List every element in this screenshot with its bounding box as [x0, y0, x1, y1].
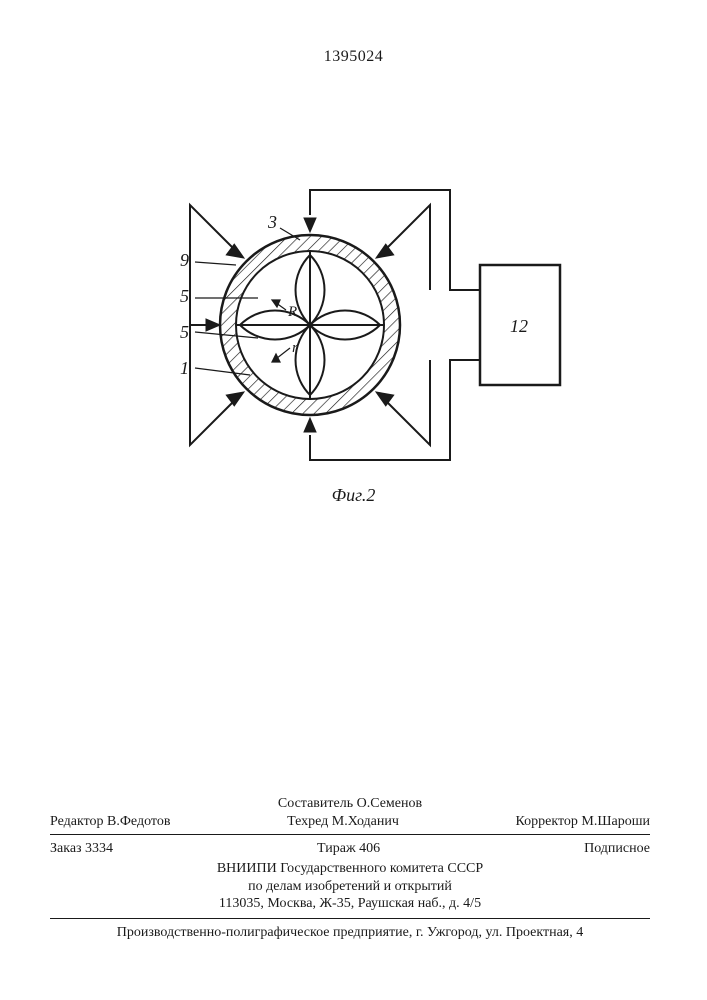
label-r: r — [292, 340, 298, 356]
label-5b: 5 — [180, 322, 189, 342]
compiler: Составитель О.Семенов — [50, 795, 650, 813]
address1: 113035, Москва, Ж-35, Раушская наб., д. … — [50, 895, 650, 913]
patent-number: 1395024 — [0, 48, 707, 66]
block-12: 12 — [480, 265, 560, 385]
corrector: Корректор М.Шароши — [516, 813, 650, 831]
label-12: 12 — [510, 316, 528, 336]
compiler-line: Составитель О.Семенов — [50, 795, 650, 813]
label-R: R — [287, 304, 297, 320]
label-1: 1 — [180, 358, 189, 378]
rule-2 — [50, 918, 650, 919]
order: Заказ 3334 — [50, 840, 113, 858]
label-3: 3 — [267, 212, 277, 232]
circulation: Тираж 406 — [317, 840, 380, 858]
figure-caption: Фиг.2 — [0, 485, 707, 506]
order-row: Заказ 3334 Тираж 406 Подписное — [50, 840, 650, 858]
printer-line: Производственно-полиграфическое предприя… — [50, 924, 650, 942]
printer: Производственно-полиграфическое предприя… — [50, 924, 650, 942]
subscription: Подписное — [584, 840, 650, 858]
editor: Редактор В.Федотов — [50, 813, 170, 831]
org2: по делам изобретений и открытий — [50, 878, 650, 896]
rule-1 — [50, 834, 650, 835]
label-5a: 5 — [180, 286, 189, 306]
page: 1395024 — [0, 0, 707, 1000]
org1: ВНИИПИ Государственного комитета СССР — [50, 860, 650, 878]
org-block: ВНИИПИ Государственного комитета СССР по… — [50, 860, 650, 913]
credits-row: Редактор В.Федотов Техред М.Ходанич Корр… — [50, 813, 650, 831]
figure-2: 12 — [150, 170, 570, 480]
techred: Техред М.Ходанич — [287, 813, 399, 831]
label-9: 9 — [180, 250, 189, 270]
